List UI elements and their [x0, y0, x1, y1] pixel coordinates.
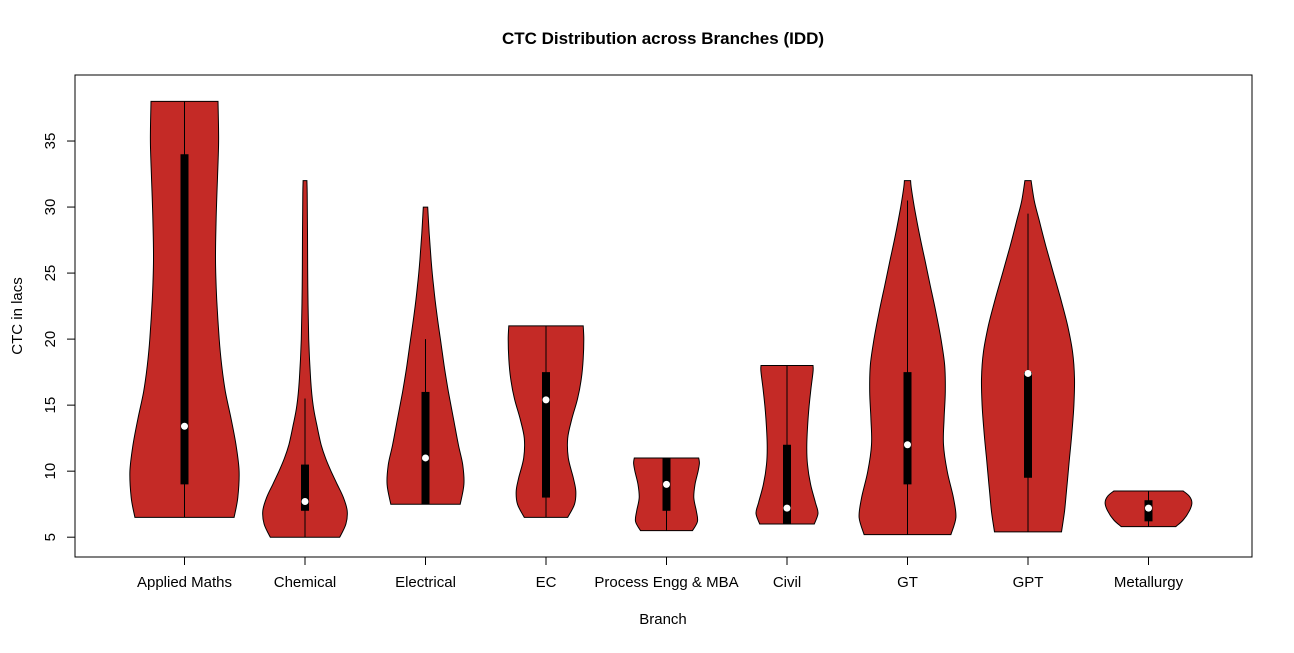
x-tick-label-gt: GT	[897, 574, 918, 591]
iqr-box-gt	[903, 372, 912, 485]
violin-shape-chemical	[262, 180, 348, 538]
median-dot-gpt	[1024, 369, 1032, 377]
y-tick-label-20: 20	[42, 331, 59, 348]
y-tick-label-10: 10	[42, 463, 59, 480]
iqr-box-civil	[783, 444, 791, 524]
median-dot-process-engg-mba	[663, 480, 670, 488]
x-tick-label-civil: Civil	[773, 574, 801, 591]
violin-chemical	[262, 180, 348, 538]
violin-applied-maths	[129, 100, 240, 518]
violin-electrical	[386, 206, 465, 505]
iqr-box-applied-maths	[180, 154, 189, 485]
violin-gt	[858, 180, 957, 536]
median-dot-applied-maths	[181, 422, 188, 430]
x-axis-label: Branch	[639, 611, 687, 628]
iqr-box-chemical	[301, 464, 309, 511]
x-tick-label-gpt: GPT	[1013, 574, 1044, 591]
chart-title: CTC Distribution across Branches (IDD)	[502, 29, 824, 48]
violin-civil	[755, 365, 819, 525]
y-tick-label-5: 5	[42, 533, 59, 541]
plot-border	[74, 74, 1253, 558]
x-tick-label-applied-maths: Applied Maths	[137, 574, 232, 591]
violin-metallurgy	[1104, 490, 1193, 528]
x-tick-label-metallurgy: Metallurgy	[1114, 574, 1184, 591]
y-axis-label: CTC in lacs	[9, 277, 26, 355]
x-tick-label-process-engg-mba: Process Engg & MBA	[594, 574, 738, 591]
y-tick-label-30: 30	[42, 199, 59, 216]
median-dot-electrical	[422, 454, 429, 462]
iqr-box-ec	[542, 372, 550, 498]
iqr-box-electrical	[421, 391, 430, 505]
median-dot-metallurgy	[1145, 504, 1152, 512]
y-tick-label-25: 25	[42, 265, 59, 282]
violin-ec	[507, 325, 585, 518]
median-dot-civil	[783, 504, 791, 512]
violin-gpt	[980, 180, 1076, 533]
median-dot-chemical	[301, 498, 309, 506]
median-dot-ec	[542, 396, 550, 404]
violin-process-engg-mba	[633, 457, 700, 532]
median-dot-gt	[904, 441, 911, 449]
x-tick-label-ec: EC	[536, 574, 557, 591]
x-tick-label-electrical: Electrical	[395, 574, 456, 591]
x-tick-label-chemical: Chemical	[274, 574, 337, 591]
y-tick-label-35: 35	[42, 133, 59, 150]
y-tick-label-15: 15	[42, 397, 59, 414]
iqr-box-gpt	[1024, 372, 1032, 478]
plot-area: Applied Maths Chemical Electrical EC Process…	[42, 74, 1253, 591]
